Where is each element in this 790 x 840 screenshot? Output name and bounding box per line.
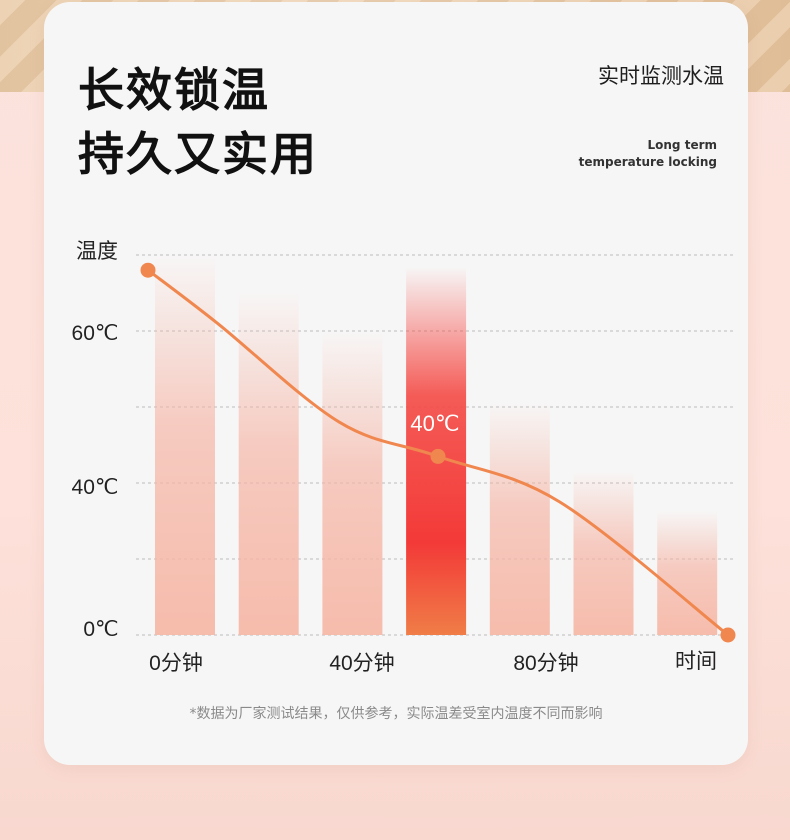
x-tick-40min: 40分钟 bbox=[329, 652, 394, 675]
y-tick-0: 0℃ bbox=[83, 618, 118, 641]
english-line-2: temperature locking bbox=[578, 155, 717, 169]
x-tick-0min: 0分钟 bbox=[149, 652, 203, 675]
title-line-1: 长效锁温 bbox=[78, 63, 270, 117]
highlight-temp-label: 40℃ bbox=[410, 411, 459, 436]
monitor-label: 实时监测水温 bbox=[598, 64, 724, 88]
y-tick-40: 40℃ bbox=[72, 476, 119, 499]
temperature-curve bbox=[146, 268, 730, 637]
english-line-1: Long term bbox=[647, 138, 718, 152]
temperature-bar bbox=[238, 291, 299, 635]
x-axis-label: 时间 bbox=[675, 650, 717, 673]
temperature-bar bbox=[573, 471, 634, 635]
curve-point-2 bbox=[720, 627, 736, 643]
curve-point-1 bbox=[430, 448, 446, 464]
page-title: 长效锁温 持久又实用 bbox=[78, 58, 318, 186]
temperature-bar bbox=[155, 255, 215, 635]
temperature-bar bbox=[657, 511, 718, 635]
title-line-2: 持久又实用 bbox=[78, 127, 318, 181]
temperature-bar bbox=[489, 403, 550, 635]
curve-point-0 bbox=[140, 262, 156, 278]
english-subtitle: Long term temperature locking bbox=[560, 137, 717, 171]
x-tick-80min: 80分钟 bbox=[513, 652, 578, 675]
y-axis-label: 温度 bbox=[76, 240, 118, 263]
temperature-bar bbox=[322, 331, 383, 635]
footnote: *数据为厂家测试结果，仅供参考，实际温差受室内温度不同而影响 bbox=[189, 706, 603, 722]
y-tick-60: 60℃ bbox=[72, 322, 119, 345]
